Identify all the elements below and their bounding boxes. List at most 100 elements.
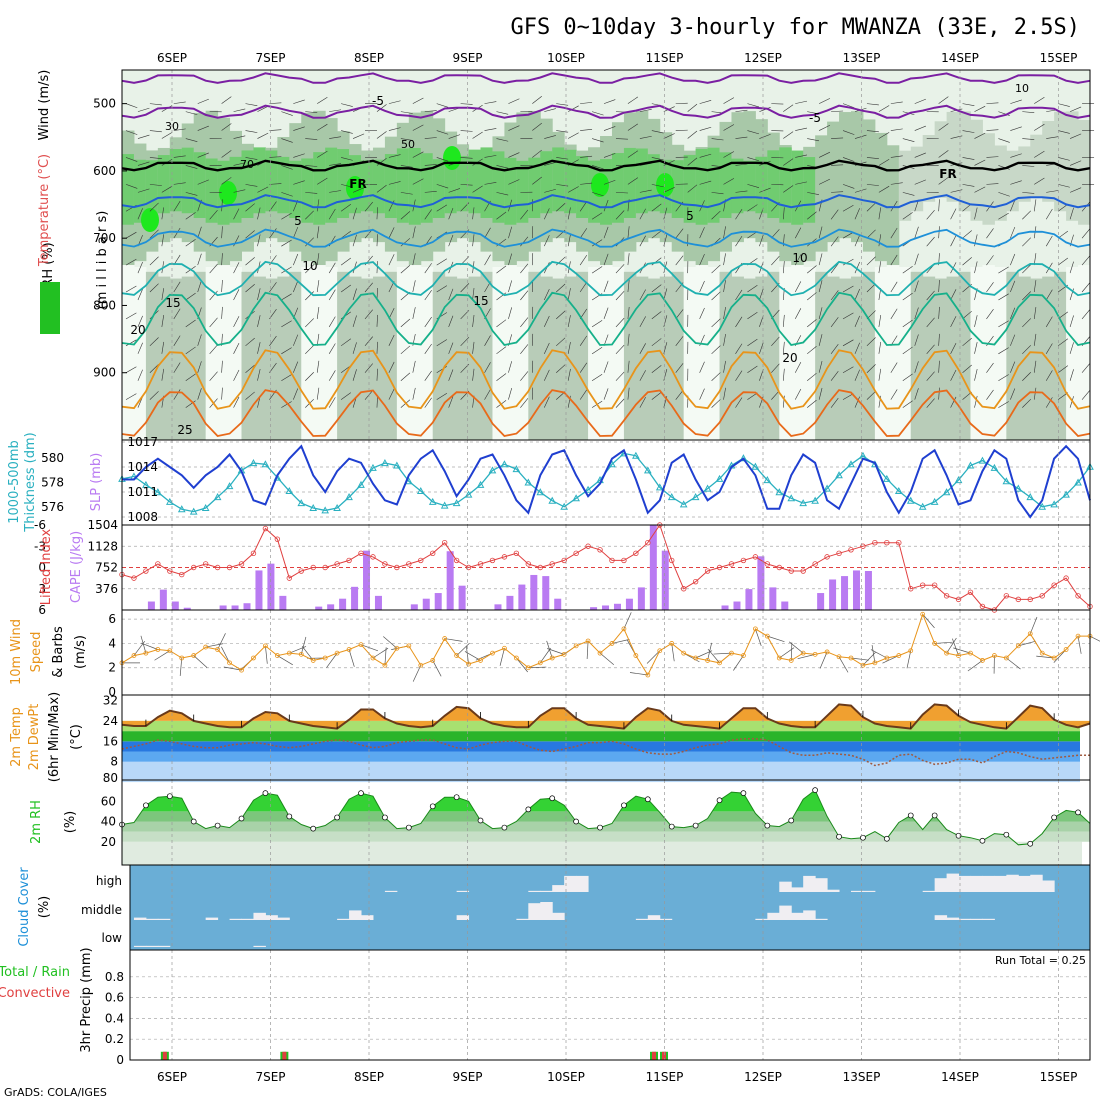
wind-barb: [125, 130, 138, 135]
cape-bar: [602, 605, 610, 610]
wind-barb: [711, 264, 721, 274]
wind-barb: [340, 392, 351, 400]
wind-barb: [651, 230, 662, 239]
thickness-point: [142, 480, 150, 488]
wind-barb: [819, 125, 831, 131]
thickness-point: [452, 499, 461, 507]
wind-barb: [831, 110, 844, 112]
wind-barb: [328, 316, 336, 328]
precip-axis-label: Total / Rain: [0, 965, 70, 980]
rh-cell: [1018, 146, 1031, 202]
rh-line: [121, 789, 1091, 846]
wind-barb: [615, 371, 625, 381]
wind-barb: [818, 307, 823, 319]
cape-bar: [458, 585, 466, 610]
wind-barb: [699, 126, 712, 131]
wind-barb: [890, 101, 903, 104]
wind-barb: [125, 312, 137, 320]
isotherm-25: [121, 349, 1091, 410]
wind-barb: [448, 369, 454, 381]
wind-barb: [317, 177, 328, 185]
rh-cell-moist: [253, 147, 266, 214]
li-tick: -3: [34, 539, 46, 553]
lifted-index-point: [561, 557, 567, 564]
thickness-tick: 580: [41, 451, 64, 465]
wind-barb: [508, 253, 513, 266]
panel-frame-precip: [129, 949, 1091, 1061]
cape-bar: [339, 598, 347, 610]
rh-cell-low: [886, 265, 900, 440]
wind-barb-10m: [882, 655, 899, 664]
thickness-point: [823, 484, 831, 492]
precip-tick: 0.4: [105, 1011, 124, 1025]
wind-barb-10m: [466, 646, 469, 665]
wind-barb: [400, 372, 411, 381]
wind-barb: [520, 209, 529, 220]
wind-barb: [341, 103, 353, 107]
wind-barb: [149, 184, 162, 186]
wind-barb: [866, 229, 876, 239]
wind-barb: [340, 203, 351, 212]
lifted-index-point: [131, 575, 137, 581]
thickness-point: [177, 505, 186, 513]
rh-point: [788, 817, 795, 824]
wind-barb: [484, 254, 491, 266]
wind-barb: [173, 101, 186, 104]
wind-barb: [269, 102, 282, 104]
date-label: 14SEP: [941, 51, 979, 65]
rh-point: [310, 825, 317, 832]
wind-barb-10m: [946, 637, 957, 654]
wind-barb: [986, 129, 999, 131]
rh-cell-low: [623, 271, 637, 440]
wind-barb: [221, 306, 223, 319]
thickness-point: [189, 507, 198, 515]
wind-barb: [627, 387, 630, 400]
wind-barb: [376, 395, 378, 408]
cloud-bar-middle: [791, 912, 804, 920]
wind-barb: [1069, 261, 1074, 274]
rh-max-spot: [346, 176, 364, 200]
wind-barb: [448, 207, 454, 220]
wind-barb: [245, 257, 255, 266]
thickness-point: [894, 486, 903, 494]
wind-barb: [197, 152, 209, 158]
wind-barb: [424, 191, 437, 193]
rh-cell-low: [552, 278, 565, 440]
wind-speed-point: [800, 650, 806, 656]
wind-barb: [233, 208, 240, 220]
wind-barb: [914, 361, 919, 373]
wind-barb: [568, 132, 579, 139]
rh-cell-moist: [552, 147, 565, 212]
wind-barb: [627, 123, 639, 131]
freezing-level-label: FR: [349, 177, 366, 191]
wind-barb: [842, 312, 854, 320]
cloud-bar-high: [564, 875, 577, 892]
wind-barb: [544, 108, 556, 112]
wind-barb: [591, 347, 603, 355]
wind-barb: [520, 290, 529, 301]
wind-barb: [699, 180, 712, 185]
thickness-point: [918, 502, 927, 510]
wind-barb: [221, 123, 232, 131]
lifted-index-point: [585, 543, 591, 549]
wind-barb-10m: [360, 644, 379, 652]
wind-barb: [591, 165, 604, 170]
wind-barb: [412, 280, 416, 293]
lifted-index-point: [358, 550, 364, 557]
wind-barb: [1022, 192, 1035, 194]
wind-barb: [341, 130, 353, 134]
wind-barb: [448, 342, 454, 354]
wind-barb: [185, 138, 198, 142]
wind-barb: [293, 226, 299, 239]
wind-barb: [567, 234, 571, 247]
wind-barb: [197, 179, 209, 185]
precip-axis-label: 3hr Precip (mm): [79, 947, 94, 1052]
rh-cell-moist: [635, 148, 649, 214]
rh-point: [405, 824, 412, 831]
wind10-axis-label: (m/s): [73, 635, 88, 669]
date-label: 15SEP: [1040, 51, 1078, 65]
wind-barb: [496, 346, 507, 355]
wind-speed-point: [478, 658, 483, 663]
rh-point: [334, 814, 340, 821]
thickness-point: [882, 474, 891, 482]
